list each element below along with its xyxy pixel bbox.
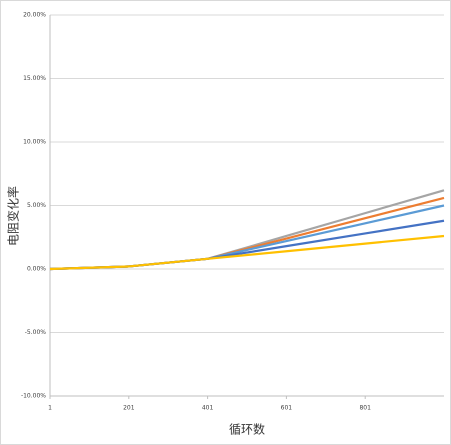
data-line [49,234,445,271]
x-tick-label: 801 [359,405,371,412]
y-tick-label: 20.00% [23,12,46,19]
y-tick-label: 10.00% [23,139,46,146]
x-tick-label: 201 [123,405,135,412]
y-tick-label: -5.00% [25,329,47,336]
y-tick-label: -10.00% [21,393,46,400]
y-axis-title: 电阻变化率 [6,186,21,246]
x-axis-title: 循环数 [229,422,265,437]
x-tick-label: 401 [202,405,214,412]
x-tick-label: 1 [48,405,52,412]
y-tick-label: 15.00% [23,75,46,82]
y-tick-label: 0.00% [27,266,46,273]
y-tick-label: 5.00% [27,202,46,209]
x-tick-label: 601 [281,405,293,412]
